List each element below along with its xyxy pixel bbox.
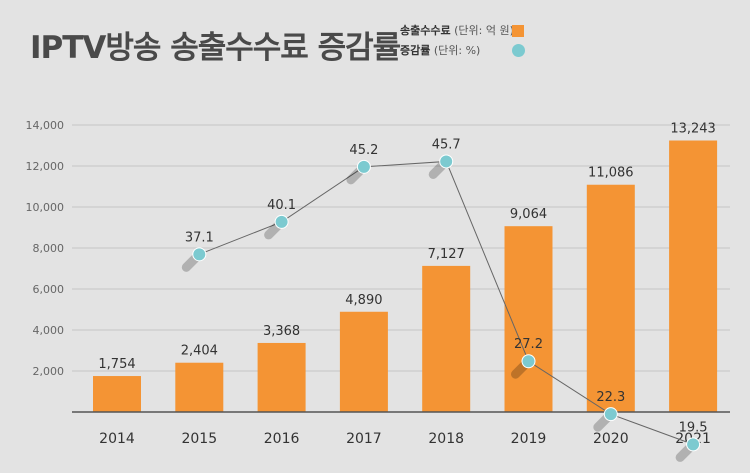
rate-point bbox=[521, 354, 536, 369]
bar bbox=[175, 362, 224, 412]
y-tick-label: 6,000 bbox=[33, 283, 65, 296]
rate-point bbox=[274, 214, 289, 229]
x-tick-label: 2019 bbox=[511, 431, 547, 447]
x-tick-label: 2014 bbox=[99, 431, 135, 447]
bar bbox=[669, 140, 718, 412]
y-tick-label: 2,000 bbox=[33, 365, 65, 378]
rate-point bbox=[192, 247, 207, 262]
x-tick-label: 2018 bbox=[428, 431, 464, 447]
y-tick-label: 10,000 bbox=[26, 201, 65, 214]
bar bbox=[339, 311, 388, 412]
rate-value-label: 45.2 bbox=[349, 143, 378, 158]
legend-circle-swatch-icon bbox=[512, 44, 525, 57]
legend-unit-fee: (단위: 억 원) bbox=[454, 24, 514, 37]
y-tick-label: 8,000 bbox=[33, 242, 65, 255]
rate-value-label: 40.1 bbox=[267, 198, 296, 213]
y-tick-label: 14,000 bbox=[26, 119, 65, 132]
rate-point bbox=[686, 437, 701, 452]
bar-value-label: 11,086 bbox=[588, 166, 634, 181]
bar-value-label: 9,064 bbox=[510, 207, 547, 222]
chart-title: IPTV방송 송출수수료 증감률 bbox=[30, 30, 401, 66]
rate-point bbox=[439, 154, 454, 169]
bar bbox=[504, 226, 553, 412]
bar-value-label: 1,754 bbox=[98, 357, 135, 372]
bar-value-label: 2,404 bbox=[181, 344, 218, 359]
y-tick-label: 12,000 bbox=[26, 160, 65, 173]
bar bbox=[257, 342, 306, 412]
bar bbox=[586, 184, 635, 412]
y-tick-label: 4,000 bbox=[33, 324, 65, 337]
x-tick-label: 2016 bbox=[264, 431, 300, 447]
x-tick-label: 2015 bbox=[181, 431, 217, 447]
legend-label-rate: 증감률 bbox=[400, 44, 431, 57]
bar-value-label: 3,368 bbox=[263, 324, 300, 339]
legend-square-swatch-icon bbox=[512, 25, 524, 37]
x-tick-label: 2020 bbox=[593, 431, 629, 447]
legend-unit-rate: (단위: %) bbox=[433, 44, 481, 57]
legend-item-fee: 송출수수료 (단위: 억 원) bbox=[400, 22, 740, 42]
rate-value-label: 22.3 bbox=[596, 390, 625, 405]
bar-value-label: 13,243 bbox=[670, 122, 716, 137]
rate-point bbox=[603, 407, 618, 422]
rate-value-label: 45.7 bbox=[432, 137, 461, 152]
x-tick-label: 2017 bbox=[346, 431, 382, 447]
bar bbox=[93, 376, 141, 412]
rate-value-label: 27.2 bbox=[514, 337, 543, 352]
legend-item-rate: 증감률 (단위: %) bbox=[400, 42, 740, 62]
rate-point bbox=[356, 159, 371, 174]
rate-value-label: 37.1 bbox=[185, 230, 214, 245]
bar-value-label: 4,890 bbox=[345, 293, 382, 308]
bar-value-label: 7,127 bbox=[428, 247, 465, 262]
legend-label-fee: 송출수수료 bbox=[400, 24, 451, 37]
legend: 송출수수료 (단위: 억 원) 증감률 (단위: %) bbox=[400, 22, 740, 62]
bar bbox=[422, 265, 471, 412]
rate-value-label: 19.5 bbox=[679, 420, 708, 435]
